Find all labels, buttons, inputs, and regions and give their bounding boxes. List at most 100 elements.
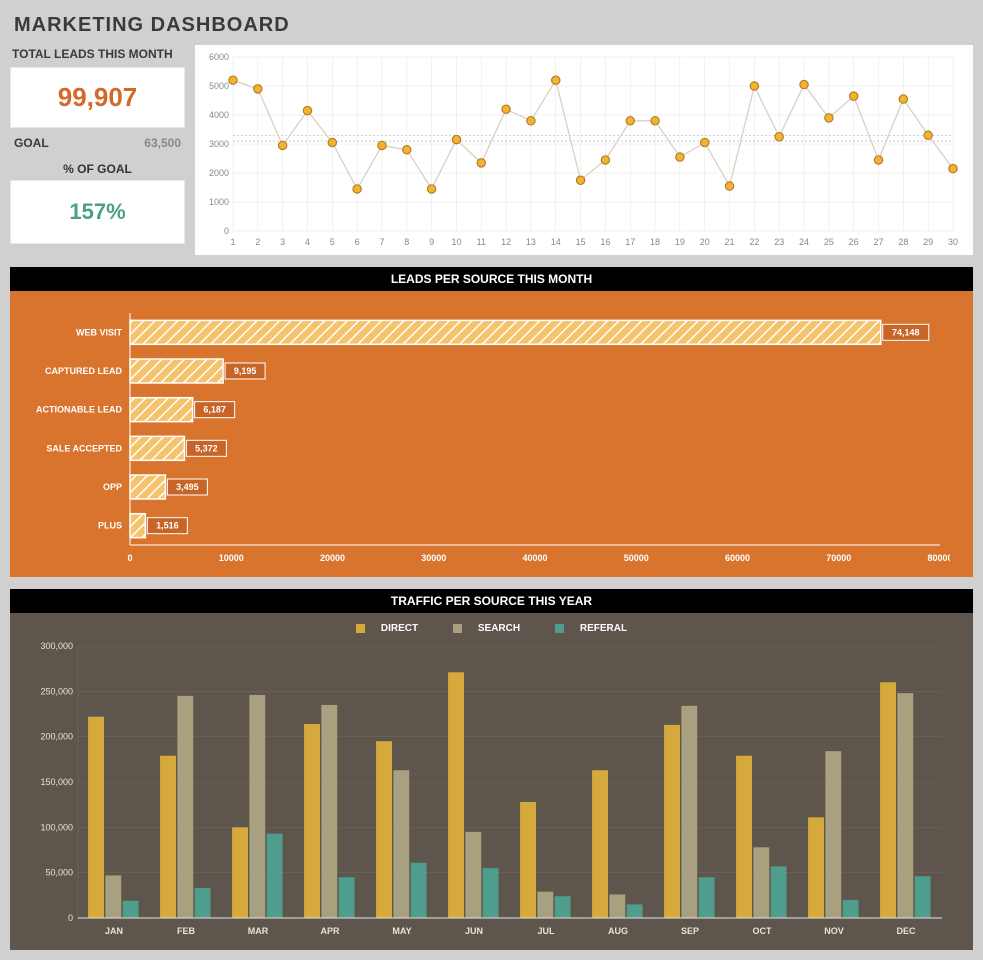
- svg-text:NOV: NOV: [824, 926, 844, 936]
- traffic-panel: DIRECT SEARCH REFERAL 0 50,000 100,000 150,…: [10, 613, 973, 950]
- svg-text:8: 8: [404, 237, 409, 247]
- svg-text:13: 13: [526, 237, 536, 247]
- traffic-title: TRAFFIC PER SOURCE THIS YEAR: [10, 589, 973, 613]
- traffic-legend: DIRECT SEARCH REFERAL: [30, 623, 953, 634]
- svg-text:300,000: 300,000: [40, 641, 73, 651]
- svg-text:3,495: 3,495: [176, 482, 199, 492]
- svg-text:WEB VISIT: WEB VISIT: [76, 327, 123, 337]
- svg-text:10: 10: [451, 237, 461, 247]
- leads-source-chart: 0 10000 20000 30000 40000 50000 60000 70000 8000…: [30, 309, 950, 567]
- goal-value: 63,500: [144, 136, 181, 150]
- leads-label: TOTAL LEADS THIS MONTH: [10, 45, 185, 63]
- svg-text:30: 30: [948, 237, 958, 247]
- svg-text:5,372: 5,372: [195, 443, 218, 453]
- svg-text:60000: 60000: [725, 553, 750, 563]
- svg-text:2: 2: [255, 237, 260, 247]
- svg-text:1: 1: [230, 237, 235, 247]
- svg-text:MAY: MAY: [392, 926, 411, 936]
- svg-text:74,148: 74,148: [892, 327, 920, 337]
- svg-text:4000: 4000: [209, 110, 229, 120]
- svg-text:0: 0: [224, 226, 229, 236]
- svg-text:JAN: JAN: [105, 926, 123, 936]
- pct-box: 157%: [10, 180, 185, 244]
- svg-text:11: 11: [477, 237, 486, 247]
- svg-text:20000: 20000: [320, 553, 345, 563]
- svg-text:26: 26: [849, 237, 859, 247]
- svg-text:3000: 3000: [209, 139, 229, 149]
- svg-text:SEP: SEP: [681, 926, 699, 936]
- svg-text:5: 5: [330, 237, 335, 247]
- svg-text:50000: 50000: [624, 553, 649, 563]
- svg-text:10000: 10000: [219, 553, 244, 563]
- svg-text:28: 28: [898, 237, 908, 247]
- svg-text:24: 24: [799, 237, 809, 247]
- svg-text:80000: 80000: [927, 553, 950, 563]
- svg-text:200,000: 200,000: [40, 732, 73, 742]
- svg-text:25: 25: [824, 237, 834, 247]
- svg-text:40000: 40000: [522, 553, 547, 563]
- svg-text:2000: 2000: [209, 168, 229, 178]
- svg-text:16: 16: [600, 237, 610, 247]
- line-chart-panel: 0100020003000400050006000123456789101112…: [195, 45, 973, 255]
- svg-text:AUG: AUG: [608, 926, 628, 936]
- svg-text:70000: 70000: [826, 553, 851, 563]
- svg-text:18: 18: [650, 237, 660, 247]
- svg-text:23: 23: [774, 237, 784, 247]
- svg-text:0: 0: [68, 913, 73, 923]
- svg-text:6: 6: [355, 237, 360, 247]
- pct-value: 157%: [69, 199, 125, 224]
- legend-search: SEARCH: [445, 623, 528, 634]
- svg-text:9: 9: [429, 237, 434, 247]
- svg-text:20: 20: [700, 237, 710, 247]
- svg-text:DEC: DEC: [896, 926, 916, 936]
- svg-text:27: 27: [874, 237, 884, 247]
- svg-text:4: 4: [305, 237, 310, 247]
- svg-text:150,000: 150,000: [40, 777, 73, 787]
- svg-text:14: 14: [551, 237, 561, 247]
- svg-text:1000: 1000: [209, 197, 229, 207]
- svg-text:OCT: OCT: [753, 926, 773, 936]
- svg-text:30000: 30000: [421, 553, 446, 563]
- legend-direct: DIRECT: [348, 623, 426, 634]
- svg-text:21: 21: [725, 237, 735, 247]
- svg-text:OPP: OPP: [103, 482, 122, 492]
- svg-text:50,000: 50,000: [45, 868, 73, 878]
- svg-text:JUN: JUN: [465, 926, 483, 936]
- top-row: TOTAL LEADS THIS MONTH 99,907 GOAL 63,50…: [10, 45, 973, 255]
- svg-text:19: 19: [675, 237, 685, 247]
- leads-box: 99,907: [10, 67, 185, 128]
- svg-text:6000: 6000: [209, 52, 229, 62]
- kpi-column: TOTAL LEADS THIS MONTH 99,907 GOAL 63,50…: [10, 45, 185, 255]
- goal-label: GOAL: [14, 136, 49, 150]
- svg-text:APR: APR: [320, 926, 340, 936]
- svg-text:0: 0: [127, 553, 132, 563]
- svg-text:7: 7: [379, 237, 384, 247]
- leads-source-panel: 0 10000 20000 30000 40000 50000 60000 70000 8000…: [10, 291, 973, 577]
- svg-text:CAPTURED LEAD: CAPTURED LEAD: [45, 366, 123, 376]
- svg-text:JUL: JUL: [537, 926, 555, 936]
- svg-text:PLUS: PLUS: [98, 521, 122, 531]
- svg-text:250,000: 250,000: [40, 686, 73, 696]
- traffic-chart: 0 50,000 100,000 150,000 200,000 250,000 300,0…: [30, 640, 950, 940]
- leads-value: 99,907: [58, 82, 138, 112]
- svg-text:9,195: 9,195: [234, 366, 257, 376]
- svg-text:22: 22: [749, 237, 759, 247]
- svg-text:1,516: 1,516: [156, 521, 179, 531]
- svg-text:15: 15: [576, 237, 586, 247]
- svg-text:100,000: 100,000: [40, 822, 73, 832]
- svg-text:6,187: 6,187: [203, 405, 226, 415]
- svg-text:17: 17: [625, 237, 635, 247]
- svg-text:5000: 5000: [209, 81, 229, 91]
- svg-text:29: 29: [923, 237, 933, 247]
- page-title: MARKETING DASHBOARD: [14, 14, 973, 37]
- leads-line-chart: 0100020003000400050006000123456789101112…: [203, 51, 963, 249]
- svg-text:FEB: FEB: [177, 926, 196, 936]
- svg-text:MAR: MAR: [248, 926, 269, 936]
- svg-text:SALE ACCEPTED: SALE ACCEPTED: [46, 443, 122, 453]
- pct-label: % OF GOAL: [10, 158, 185, 176]
- svg-text:ACTIONABLE LEAD: ACTIONABLE LEAD: [36, 405, 122, 415]
- leads-source-title: LEADS PER SOURCE THIS MONTH: [10, 267, 973, 291]
- svg-text:3: 3: [280, 237, 285, 247]
- legend-referal: REFERAL: [547, 623, 635, 634]
- svg-text:12: 12: [501, 237, 511, 247]
